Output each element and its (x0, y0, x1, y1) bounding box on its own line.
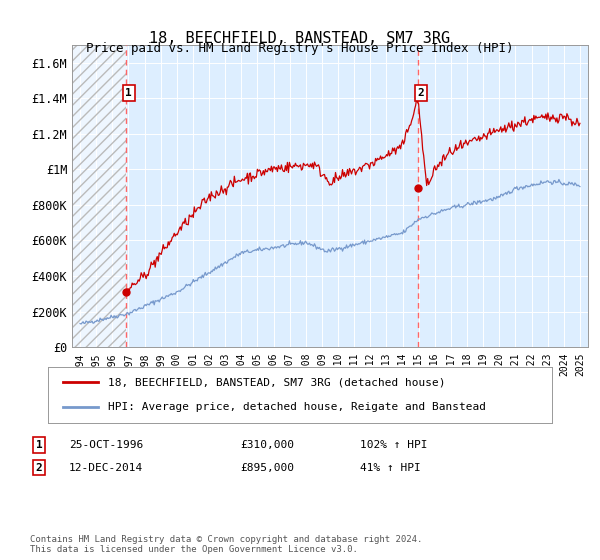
Text: 41% ↑ HPI: 41% ↑ HPI (360, 463, 421, 473)
Text: Contains HM Land Registry data © Crown copyright and database right 2024.
This d: Contains HM Land Registry data © Crown c… (30, 535, 422, 554)
Text: 1: 1 (35, 440, 43, 450)
Text: 12-DEC-2014: 12-DEC-2014 (69, 463, 143, 473)
Text: 102% ↑ HPI: 102% ↑ HPI (360, 440, 427, 450)
Text: 18, BEECHFIELD, BANSTEAD, SM7 3RG (detached house): 18, BEECHFIELD, BANSTEAD, SM7 3RG (detac… (109, 377, 446, 388)
Text: 18, BEECHFIELD, BANSTEAD, SM7 3RG: 18, BEECHFIELD, BANSTEAD, SM7 3RG (149, 31, 451, 46)
Bar (72, 45, 125, 347)
Text: 2: 2 (418, 88, 424, 98)
Text: £895,000: £895,000 (240, 463, 294, 473)
Text: 25-OCT-1996: 25-OCT-1996 (69, 440, 143, 450)
Text: 2: 2 (35, 463, 43, 473)
Bar (72, 45, 125, 347)
Text: HPI: Average price, detached house, Reigate and Banstead: HPI: Average price, detached house, Reig… (109, 402, 487, 412)
Text: 1: 1 (125, 88, 132, 98)
Text: £310,000: £310,000 (240, 440, 294, 450)
Text: Price paid vs. HM Land Registry's House Price Index (HPI): Price paid vs. HM Land Registry's House … (86, 42, 514, 55)
